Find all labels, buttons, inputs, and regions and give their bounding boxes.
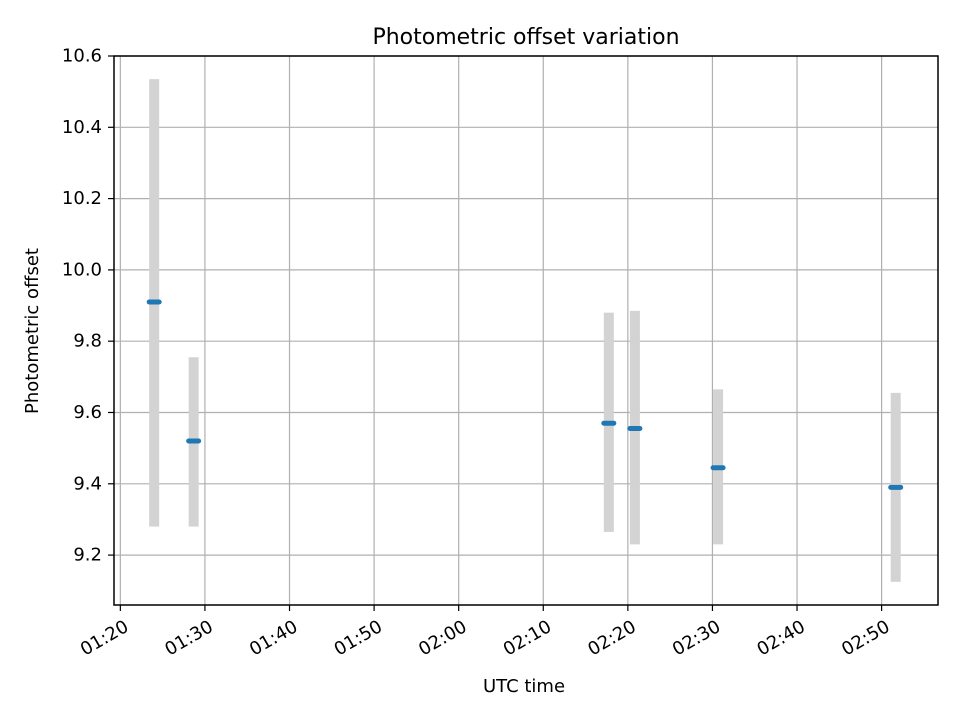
y-tick-label: 10.4 <box>62 117 102 138</box>
chart-title: Photometric offset variation <box>372 25 679 50</box>
y-axis: 9.2 9.4 9.6 9.8 10.0 10.2 10.4 10.6 <box>62 46 114 566</box>
y-tick-label: 9.6 <box>73 402 102 423</box>
y-tick-label: 10.6 <box>62 46 102 67</box>
plot-frame <box>113 55 939 606</box>
y-tick-label: 10.0 <box>62 259 102 280</box>
y-tick-label: 9.2 <box>73 545 102 566</box>
x-axis-title: UTC time <box>483 676 565 697</box>
y-axis-title: Photometric offset <box>22 248 43 414</box>
markers <box>146 299 904 490</box>
y-tick-label: 9.8 <box>73 331 102 352</box>
y-tick-label: 10.2 <box>62 188 102 209</box>
y-tick-label: 9.4 <box>73 473 102 494</box>
